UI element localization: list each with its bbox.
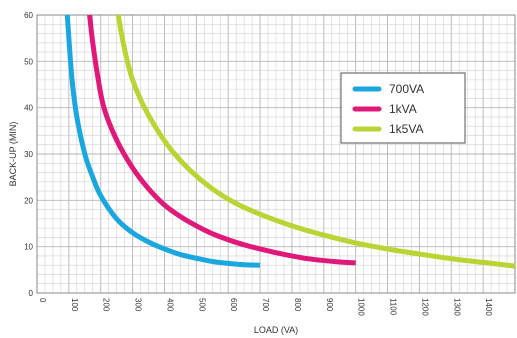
y-tick-label: 10 [24, 243, 33, 252]
y-tick-label: 40 [24, 104, 33, 113]
x-tick-label: 800 [293, 298, 302, 312]
x-tick-label: 1000 [357, 298, 366, 316]
y-tick-label: 60 [24, 11, 33, 20]
grid [36, 14, 516, 294]
x-tick-label: 900 [325, 298, 334, 312]
x-tick-label: 1200 [420, 298, 429, 316]
plot-area-border [36, 14, 516, 294]
legend-label: 1kVA [389, 102, 417, 116]
x-tick-label: 100 [70, 298, 79, 312]
x-tick-label: 700 [261, 298, 270, 312]
x-tick-label: 400 [165, 298, 174, 312]
x-tick-label: 1400 [484, 298, 493, 316]
x-tick-label: 600 [229, 298, 238, 312]
series-lines [64, 14, 516, 269]
legend: 700VA 1kVA 1k5VA [340, 72, 466, 144]
series-line-700va [64, 14, 261, 268]
y-tick-label: 20 [24, 196, 33, 205]
y-tick-label: 50 [24, 57, 33, 66]
legend-label: 1k5VA [389, 122, 423, 136]
y-tick-label: 0 [29, 289, 34, 298]
legend-label: 700VA [389, 82, 424, 96]
x-tick-label: 0 [38, 298, 47, 303]
x-tick-label: 300 [134, 298, 143, 312]
y-axis-ticks: 0 10 20 30 40 50 60 [24, 11, 33, 298]
series-line-1k5va [115, 14, 516, 269]
x-axis-ticks: 0 100 200 300 400 500 600 700 800 900 1000 1100 1200… [38, 298, 517, 316]
x-tick-label: 200 [102, 298, 111, 312]
x-tick-label: 500 [197, 298, 206, 312]
y-tick-label: 30 [24, 150, 33, 159]
x-tick-label: 1100 [389, 298, 398, 316]
x-tick-label: 1300 [452, 298, 461, 316]
x-axis-label: LOAD (VA) [254, 325, 298, 335]
series-line-1kva [87, 14, 356, 266]
y-axis-label: BACK-UP (MIN) [8, 122, 18, 187]
